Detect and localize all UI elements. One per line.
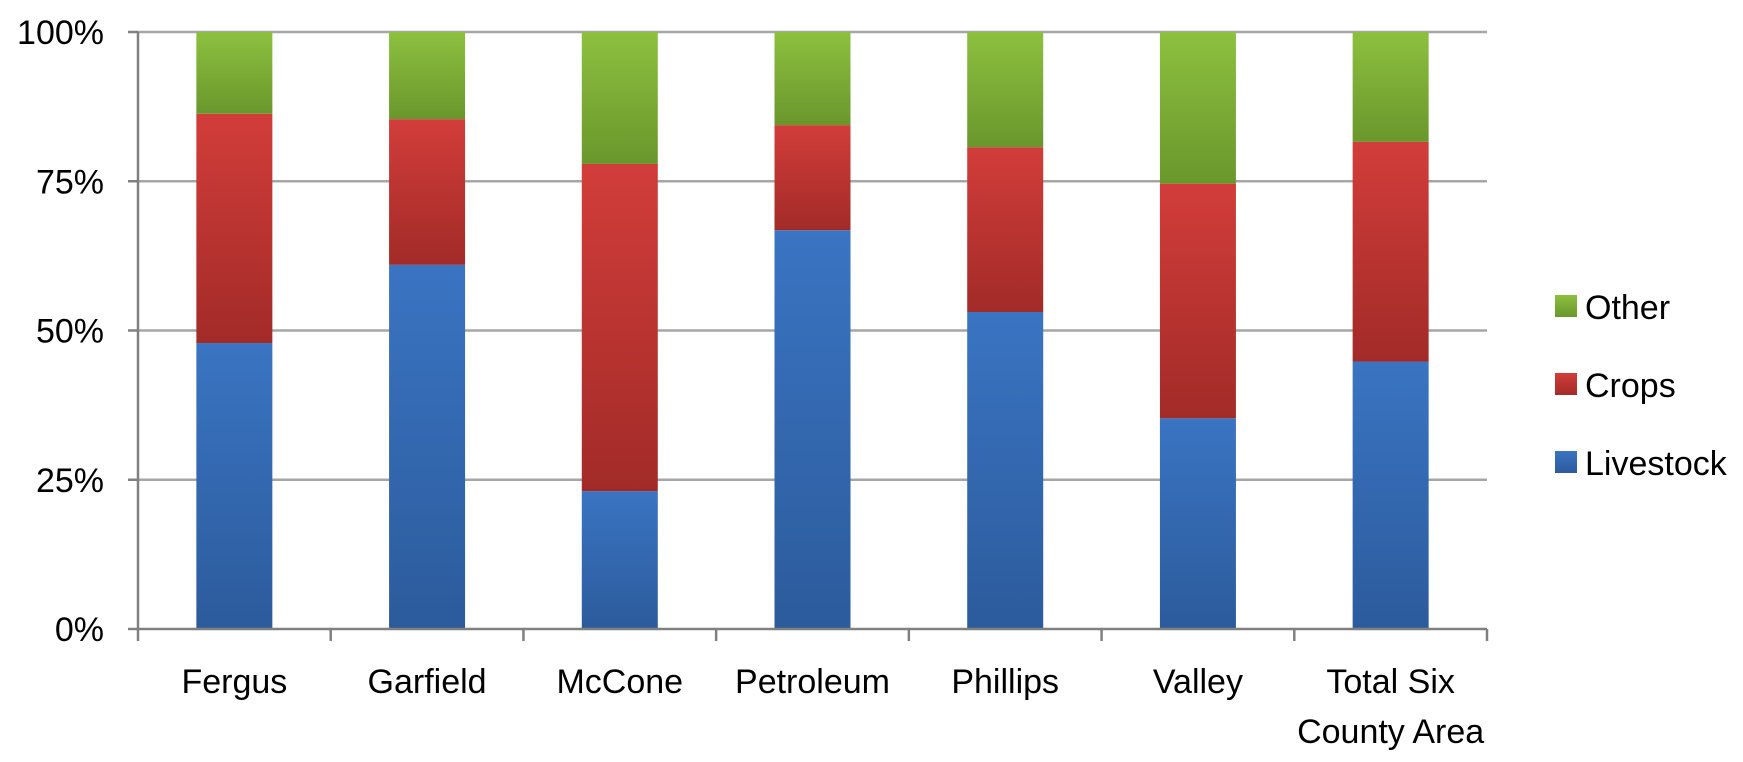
bar-segment-other: Fergus — Other: 13.7% bbox=[196, 32, 273, 114]
legend-item-other: Other bbox=[1555, 289, 1670, 327]
bar-segment-livestock: Total Six County Area — Livestock: 44.8% bbox=[1352, 361, 1429, 629]
bar-segment-livestock: Petroleum — Livestock: 66.8% bbox=[774, 230, 851, 630]
x-category-label: Total Six County Area bbox=[1297, 663, 1484, 751]
bars: Fergus — Livestock: 47.9%Fergus — Crops:… bbox=[196, 32, 1429, 630]
legend-swatch bbox=[1555, 451, 1577, 473]
bar-segment-crops: Phillips — Crops: 27.6% bbox=[967, 147, 1044, 312]
x-category-label: Petroleum bbox=[735, 663, 890, 701]
bar-segment-livestock: Valley — Livestock: 35.3% bbox=[1159, 418, 1236, 629]
bar-segment-other: Garfield — Other: 14.6% bbox=[389, 32, 466, 120]
bar-stack: Total Six County Area — Livestock: 44.8%… bbox=[1352, 32, 1429, 629]
legend: Other Crops Livestock bbox=[1555, 289, 1728, 483]
bar-segment-livestock: McCone — Livestock: 23.1% bbox=[581, 491, 658, 629]
axes bbox=[128, 30, 1489, 641]
x-category-label: Valley bbox=[1153, 663, 1243, 701]
bar-segment-crops: Petroleum — Crops: 17.6% bbox=[774, 125, 851, 231]
bar-stack: McCone — Livestock: 23.1%McCone — Crops:… bbox=[581, 32, 658, 629]
x-category-label: Garfield bbox=[368, 663, 487, 701]
x-category-label: Phillips bbox=[951, 663, 1059, 701]
x-category-label: McCone bbox=[556, 663, 683, 701]
y-tick-label: 100% bbox=[17, 14, 104, 52]
y-axis-tick-labels: 0% 25% 50% 75% 100% bbox=[17, 14, 104, 649]
bar-segment-other: McCone — Other: 22.1% bbox=[581, 32, 658, 164]
bar-segment-livestock: Fergus — Livestock: 47.9% bbox=[196, 343, 273, 629]
bar-stack: Fergus — Livestock: 47.9%Fergus — Crops:… bbox=[196, 32, 273, 629]
bar-segment-other: Total Six County Area — Other: 18.4% bbox=[1352, 32, 1429, 142]
y-tick-label: 75% bbox=[36, 163, 104, 201]
legend-label: Other bbox=[1585, 289, 1670, 327]
y-tick-label: 0% bbox=[55, 611, 104, 649]
bar-segment-livestock: Phillips — Livestock: 53.1% bbox=[967, 311, 1044, 629]
bar-segment-crops: Garfield — Crops: 24.4% bbox=[389, 119, 466, 265]
legend-swatch bbox=[1555, 373, 1577, 395]
bar-segment-other: Phillips — Other: 19.3% bbox=[967, 32, 1044, 148]
bar-segment-crops: Fergus — Crops: 38.4% bbox=[196, 113, 273, 344]
bar-segment-crops: McCone — Crops: 54.8% bbox=[581, 163, 658, 492]
bar-stack: Phillips — Livestock: 53.1%Phillips — Cr… bbox=[967, 32, 1044, 629]
y-tick-label: 50% bbox=[36, 313, 104, 351]
bar-segment-crops: Total Six County Area — Crops: 36.8% bbox=[1352, 141, 1429, 362]
bar-segment-livestock: Garfield — Livestock: 61% bbox=[389, 264, 466, 629]
bar-stack: Petroleum — Livestock: 66.8%Petroleum — … bbox=[774, 32, 851, 630]
x-axis-category-labels: Fergus Garfield McCone Petroleum Phillips Val… bbox=[181, 663, 1484, 751]
legend-label: Livestock bbox=[1585, 445, 1728, 483]
bar-segment-other: Valley — Other: 25.4% bbox=[1159, 32, 1236, 184]
y-tick-label: 25% bbox=[36, 462, 104, 500]
bar-segment-crops: Valley — Crops: 39.3% bbox=[1159, 183, 1236, 419]
legend-item-livestock: Livestock bbox=[1555, 445, 1728, 483]
legend-swatch bbox=[1555, 295, 1577, 317]
x-category-label: Fergus bbox=[181, 663, 287, 701]
bar-stack: Garfield — Livestock: 61%Garfield — Crop… bbox=[389, 32, 466, 629]
legend-item-crops: Crops bbox=[1555, 367, 1676, 405]
bar-segment-other: Petroleum — Other: 15.6% bbox=[774, 32, 851, 126]
bar-stack: Valley — Livestock: 35.3%Valley — Crops:… bbox=[1159, 32, 1236, 629]
legend-label: Crops bbox=[1585, 367, 1676, 405]
